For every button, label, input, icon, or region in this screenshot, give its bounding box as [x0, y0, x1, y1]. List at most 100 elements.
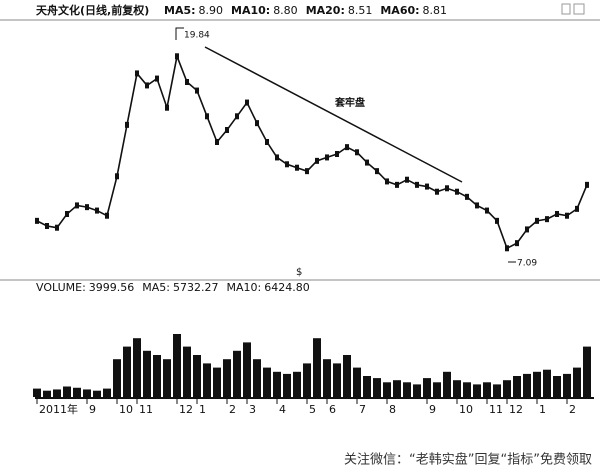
price-candle	[125, 121, 129, 128]
volume-bar	[43, 390, 51, 397]
price-candle	[375, 168, 379, 175]
volume-bar	[423, 378, 431, 397]
price-candle	[555, 211, 559, 217]
price-candle	[365, 159, 369, 166]
volume-bar	[303, 363, 311, 397]
price-candle	[565, 212, 569, 219]
price-candle	[525, 226, 529, 233]
price-candle	[465, 193, 469, 200]
volume-bar	[333, 363, 341, 397]
price-candle	[545, 216, 549, 223]
volume-bar	[503, 380, 511, 397]
price-candle	[105, 212, 109, 219]
price-candle	[455, 188, 459, 195]
price-candle	[295, 164, 299, 171]
price-candle	[445, 185, 449, 192]
volume-bar	[53, 389, 61, 397]
volume-indicator-label: MA5:	[142, 281, 170, 294]
volume-bar	[173, 334, 181, 397]
price-candle	[395, 181, 399, 188]
volume-indicator-value: 3999.56	[89, 281, 135, 294]
volume-bar	[283, 373, 291, 397]
x-tick-label: 7	[359, 403, 366, 416]
x-tick-label: 11	[139, 403, 153, 416]
x-tick-label: 12	[509, 403, 523, 416]
x-tick-label: 11	[489, 403, 503, 416]
price-candle	[215, 139, 219, 145]
volume-bar	[223, 359, 231, 397]
price-candle	[65, 211, 69, 217]
price-candle	[195, 87, 199, 94]
x-tick-label: 2	[229, 403, 236, 416]
volume-bar	[83, 389, 91, 397]
volume-bar	[463, 382, 471, 397]
volume-bar	[443, 371, 451, 397]
price-candle	[505, 245, 509, 252]
volume-bar	[513, 376, 521, 397]
volume-bar	[563, 373, 571, 397]
price-candle	[235, 113, 239, 120]
chart-title: 天舟文化(日线,前复权)	[36, 3, 149, 17]
price-candle	[135, 70, 139, 77]
indicator-label: MA5:	[164, 4, 196, 17]
volume-bar	[403, 382, 411, 397]
high-pointer	[175, 27, 184, 40]
indicator-label: MA10:	[231, 4, 270, 17]
price-candle	[165, 104, 169, 111]
trend-line	[204, 46, 463, 183]
price-candle	[325, 154, 329, 161]
volume-bar	[523, 373, 531, 397]
volume-bar	[323, 359, 331, 397]
x-tick-label: 2011年	[39, 402, 78, 416]
volume-bar	[133, 338, 141, 397]
volume-bar	[433, 382, 441, 397]
x-tick-label: 10	[459, 403, 473, 416]
high-label: 19.84	[184, 31, 210, 41]
price-candle	[535, 217, 539, 224]
volume-bar	[363, 376, 371, 397]
price-candle	[425, 183, 429, 190]
volume-indicator-label: VOLUME:	[36, 281, 86, 294]
price-candle	[245, 99, 249, 106]
x-tick-label: 1	[539, 403, 546, 416]
price-candle	[485, 207, 489, 214]
volume-indicator-value: 5732.27	[173, 281, 219, 294]
indicator-value: 8.80	[273, 4, 298, 17]
x-tick-label: 1	[199, 403, 206, 416]
volume-bar	[343, 355, 351, 397]
x-tick-label: 4	[279, 403, 286, 416]
price-candle	[415, 181, 419, 188]
price-candle	[185, 79, 189, 85]
x-tick-label: 10	[119, 403, 133, 416]
volume-bar	[73, 387, 81, 397]
x-tick-label: 8	[389, 403, 396, 416]
volume-bar	[193, 355, 201, 397]
volume-bar	[273, 371, 281, 397]
x-tick-label: 5	[309, 403, 316, 416]
volume-bar	[553, 376, 561, 397]
price-candle	[475, 202, 479, 209]
price-candle	[225, 127, 229, 133]
x-tick-label: 6	[329, 403, 336, 416]
volume-bar	[583, 346, 591, 397]
volume-bar	[373, 378, 381, 397]
volume-indicator-value: 6424.80	[264, 281, 310, 294]
trend-label: 套牢盘	[334, 96, 365, 109]
price-candle	[345, 144, 349, 151]
low-label: 7.09	[517, 259, 537, 269]
price-candle	[115, 173, 119, 180]
volume-bar	[243, 342, 251, 397]
price-candle	[335, 151, 339, 157]
volume-bar	[203, 363, 211, 397]
volume-bar	[313, 338, 321, 397]
volume-bar	[233, 350, 241, 397]
volume-bar	[393, 380, 401, 397]
price-candle	[275, 154, 279, 161]
volume-bar	[493, 384, 501, 397]
price-candle	[35, 217, 39, 224]
price-candle	[155, 75, 159, 82]
price-candle	[355, 149, 359, 156]
volume-bar	[143, 350, 151, 397]
window-icon	[573, 3, 585, 15]
